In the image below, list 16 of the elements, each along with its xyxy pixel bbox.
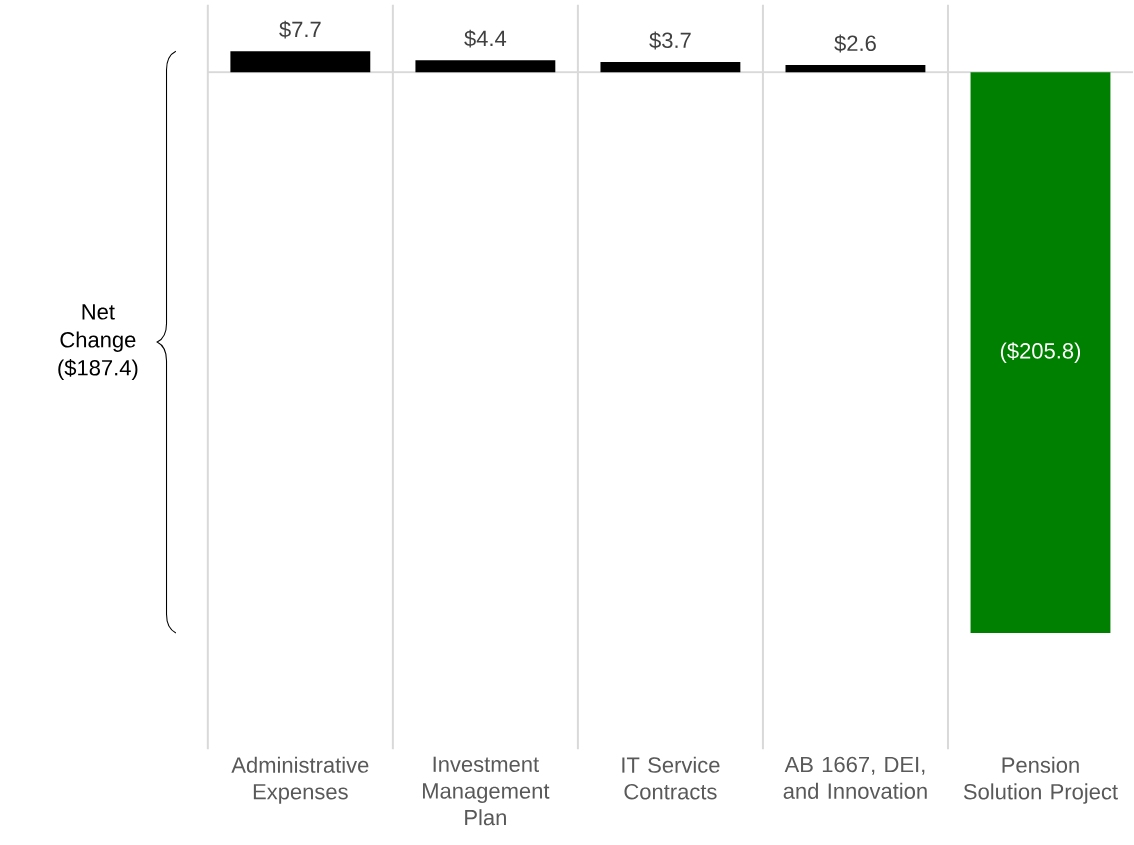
x-tick-label: AB 1667, DEI, and Innovation <box>783 756 927 799</box>
bar <box>970 72 1111 633</box>
x-tick-label: Investment Management Plan <box>423 756 550 826</box>
data-label: $2.6 <box>834 34 876 53</box>
x-tick-label: Pension Solution Project <box>963 756 1118 804</box>
data-label: $4.4 <box>464 29 507 48</box>
bar <box>600 61 741 73</box>
text: Net Change ($187.4) <box>58 304 138 380</box>
x-tick-label: IT Service Contracts <box>622 756 720 800</box>
bar <box>785 64 926 73</box>
bar <box>230 51 371 73</box>
data-label: ($205.8) <box>1000 342 1081 363</box>
bar <box>415 60 556 73</box>
x-tick-label: Administrative Expenses <box>231 756 369 804</box>
data-label: $7.7 <box>279 20 321 39</box>
data-label: $3.7 <box>649 31 691 50</box>
